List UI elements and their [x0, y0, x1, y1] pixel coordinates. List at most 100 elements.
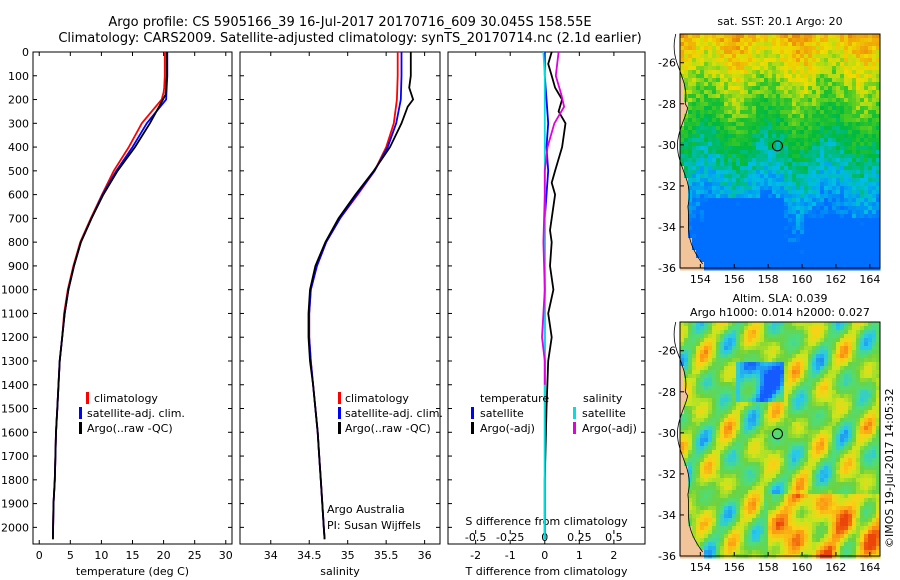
map-cell	[744, 162, 749, 167]
map-cell	[804, 242, 809, 247]
map-cell	[684, 338, 689, 343]
map-cell	[768, 90, 773, 95]
map-cell	[840, 386, 845, 391]
map-cell	[700, 366, 705, 371]
map-cell	[876, 438, 881, 443]
map-cell	[760, 442, 765, 447]
map-cell	[816, 226, 821, 231]
map-cell	[800, 418, 805, 423]
map-cell	[796, 414, 801, 419]
map-cell	[748, 342, 753, 347]
map-cell	[736, 174, 741, 179]
map-cell	[784, 198, 789, 203]
map-cell	[844, 454, 849, 459]
map-cell	[820, 374, 825, 379]
map-cell	[784, 350, 789, 355]
map-cell	[728, 334, 733, 339]
map-cell	[716, 394, 721, 399]
map-cell	[864, 370, 869, 375]
map-cell	[824, 102, 829, 107]
map-cell	[692, 402, 697, 407]
map-cell	[764, 114, 769, 119]
map-cell	[700, 38, 705, 43]
map-cell	[824, 254, 829, 259]
map-cell	[768, 406, 773, 411]
map-cell	[796, 442, 801, 447]
map-cell	[868, 54, 873, 59]
map-cell	[684, 214, 689, 219]
map-cell	[868, 402, 873, 407]
map-cell	[836, 378, 841, 383]
map-cell	[828, 414, 833, 419]
map-cell	[748, 194, 753, 199]
map-cell	[872, 358, 877, 363]
map-cell	[708, 342, 713, 347]
map-cell	[712, 450, 717, 455]
map-cell	[780, 442, 785, 447]
map-cell	[860, 70, 865, 75]
map-cell	[700, 362, 705, 367]
map-cell	[784, 90, 789, 95]
map-cell	[736, 202, 741, 207]
map-cell	[760, 158, 765, 163]
map-cell	[688, 434, 693, 439]
map-cell	[784, 218, 789, 223]
map-cell	[704, 114, 709, 119]
map-cell	[800, 126, 805, 131]
map-cell	[740, 90, 745, 95]
map-cell	[828, 82, 833, 87]
map-cell	[872, 106, 877, 111]
map-cell	[820, 50, 825, 55]
map-cell	[728, 366, 733, 371]
map-cell	[848, 234, 853, 239]
map-cell	[836, 146, 841, 151]
map-cell	[776, 182, 781, 187]
map-cell	[752, 78, 757, 83]
map-cell	[820, 130, 825, 135]
map-cell	[720, 154, 725, 159]
map-cell	[736, 414, 741, 419]
map-cell	[700, 138, 705, 143]
map-cell	[788, 62, 793, 67]
map-cell	[792, 182, 797, 187]
map-y-tick-label: -34	[658, 221, 676, 234]
map-cell	[720, 238, 725, 243]
map-cell	[844, 426, 849, 431]
title-line-2: Climatology: CARS2009. Satellite-adjuste…	[58, 31, 641, 46]
map-cell	[756, 210, 761, 215]
map-cell	[752, 82, 757, 87]
map-cell	[816, 46, 821, 51]
map-cell	[696, 90, 701, 95]
map-cell	[716, 426, 721, 431]
map-cell	[832, 190, 837, 195]
map-cell	[844, 150, 849, 155]
top-x-tick-label: 0.25	[567, 531, 592, 544]
map-cell	[744, 326, 749, 331]
map-cell	[832, 186, 837, 191]
map-cell	[872, 186, 877, 191]
map-cell	[704, 450, 709, 455]
map-cell	[852, 246, 857, 251]
map-cell	[756, 38, 761, 43]
map-cell	[852, 418, 857, 423]
map-cell	[788, 34, 793, 39]
map-cell	[712, 134, 717, 139]
map-cell	[844, 110, 849, 115]
map-cell	[808, 226, 813, 231]
map-cell	[748, 178, 753, 183]
map-cell	[856, 186, 861, 191]
map-cell	[708, 434, 713, 439]
map-cell	[756, 78, 761, 83]
map-cell	[844, 458, 849, 463]
map-cell	[712, 330, 717, 335]
map-cell	[756, 42, 761, 47]
map-cell	[796, 354, 801, 359]
map-cell	[716, 142, 721, 147]
map-cell	[832, 334, 837, 339]
map-cell	[840, 66, 845, 71]
map-cell	[792, 230, 797, 235]
map-cell	[736, 50, 741, 55]
map-cell	[772, 438, 777, 443]
map-cell	[844, 438, 849, 443]
map-cell	[872, 402, 877, 407]
